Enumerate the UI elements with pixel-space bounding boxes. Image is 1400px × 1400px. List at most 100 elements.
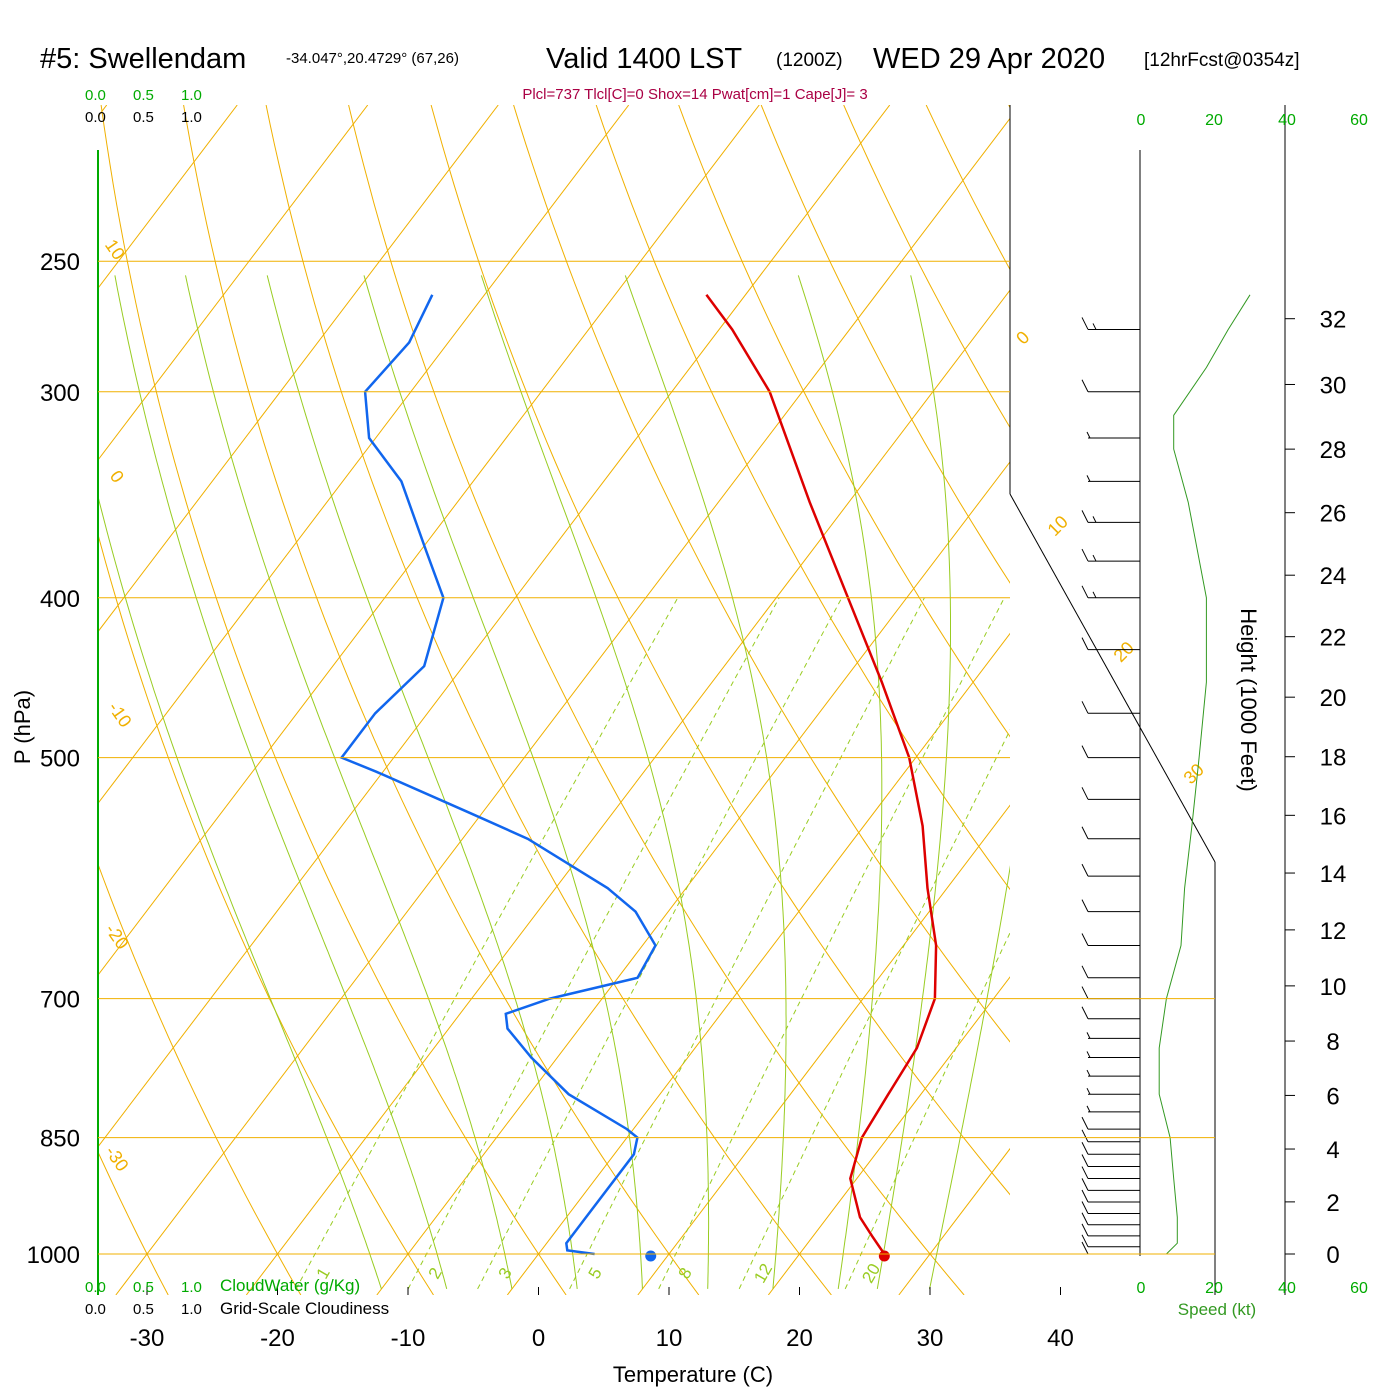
dry-adiabat-line	[513, 105, 1010, 1043]
height-tick-label: 24	[1320, 563, 1347, 590]
wind-barb	[1081, 1241, 1140, 1255]
wind-barb	[1081, 701, 1140, 714]
wind-barb-flag	[1081, 548, 1089, 562]
pressure-tick-label: 850	[40, 1126, 80, 1153]
height-tick-label: 30	[1320, 372, 1347, 399]
wind-barb-flag	[1081, 637, 1089, 650]
valid-time: Valid 1400 LST	[546, 43, 742, 75]
moist-adiabat-line	[114, 275, 448, 1290]
pressure-tick-label: 300	[40, 380, 80, 407]
wind-barb	[1081, 585, 1140, 599]
pressure-tick-label: 500	[40, 746, 80, 773]
wind-barb	[1081, 1166, 1140, 1180]
height-tick-label: 4	[1326, 1137, 1339, 1164]
dry-adiabat-label: 10	[101, 236, 129, 264]
speed-label: Speed (kt)	[1178, 1300, 1256, 1319]
wind-barb-half-flag	[1086, 1069, 1091, 1077]
x-tick-label: 10	[656, 1325, 683, 1352]
wind-barb-flag	[1081, 1189, 1089, 1203]
mixing-ratio-label: 5	[585, 1264, 606, 1282]
isotherm-line	[637, 804, 1010, 1295]
moist-adiabat-line	[266, 275, 578, 1289]
surface-temperature-point	[878, 1250, 890, 1262]
height-tick-label: 20	[1320, 685, 1347, 712]
wind-barb	[1081, 1201, 1140, 1214]
cloud-scale-value: 0.0	[85, 1279, 106, 1296]
wind-barb	[1081, 1234, 1140, 1248]
wind-barb-half-flag	[1086, 475, 1091, 482]
wind-barb-flag	[1081, 510, 1089, 523]
dry-adiabat-line	[100, 105, 567, 1295]
dry-adiabat-line	[98, 532, 434, 1295]
wind-barb	[1081, 379, 1140, 393]
cloud-scale-value: 1.0	[181, 1279, 202, 1296]
wind-barb-flag	[1081, 317, 1089, 330]
dry-adiabat-label: 10	[1044, 512, 1072, 540]
wind-barb-flag	[1081, 1142, 1089, 1155]
wind-barb-flag	[1081, 379, 1089, 392]
cloud-scale-value: 0.0	[85, 109, 106, 126]
isotherm-line	[98, 105, 760, 976]
wind-barb	[1081, 1212, 1140, 1226]
cloud-scale-value: 0.5	[133, 87, 154, 104]
forecast-info: [12hrFcst@0354z]	[1144, 50, 1300, 71]
wind-speed-profile	[1158, 294, 1251, 1255]
mixing-ratio-line	[738, 729, 1010, 1290]
x-tick-label: 0	[532, 1325, 545, 1352]
wind-barb-flag	[1081, 1241, 1089, 1255]
dry-adiabat-line	[678, 105, 1010, 738]
speed-tick-top: 60	[1350, 112, 1368, 129]
stability-indices: Plcl=737 Tlcl[C]=0 Shox=14 Pwat[cm]=1 Ca…	[522, 86, 867, 103]
x-tick-label: 40	[1047, 1325, 1074, 1352]
speed-tick-top: 20	[1205, 112, 1223, 129]
speed-tick-bottom: 0	[1137, 1280, 1146, 1297]
wind-barb	[1081, 1189, 1140, 1203]
pressure-tick-label: 250	[40, 249, 80, 276]
cloud-scale-value: 0.5	[133, 109, 154, 126]
dry-adiabat-label: 0	[106, 467, 128, 487]
mixing-ratio-label: 20	[858, 1260, 884, 1286]
wind-barb	[1086, 431, 1140, 439]
dry-adiabat-line	[1174, 105, 1400, 1295]
moist-adiabat-line	[797, 275, 883, 1289]
wind-barb	[1081, 745, 1140, 759]
dry-adiabat-line	[1339, 105, 1400, 1295]
isotherm-line	[767, 976, 1010, 1295]
wind-barb-flag	[1081, 863, 1089, 877]
isotherm-line	[98, 105, 630, 805]
dry-adiabat-label: -20	[101, 920, 132, 953]
wind-barb	[1081, 1006, 1140, 1020]
isotherm-line	[1160, 105, 1400, 1295]
station-title: #5: Swellendam	[40, 43, 246, 75]
cloud-scale-top-black: 0.0 0.5 1.0	[85, 109, 202, 126]
wind-barb-flag	[1081, 1154, 1089, 1167]
moist-adiabat-line	[480, 275, 710, 1289]
cloud-scale-bottom-black: 0.0 0.5 1.0	[85, 1301, 202, 1318]
cloud-scale-value: 1.0	[181, 87, 202, 104]
height-tick-label: 16	[1320, 803, 1347, 830]
mixing-ratio-label: 3	[495, 1264, 516, 1282]
isotherm-line	[506, 632, 1010, 1295]
wind-barb-flag	[1081, 585, 1089, 599]
cloudiness-label: Grid-Scale Cloudiness	[220, 1299, 389, 1318]
pressure-tick-label: 700	[40, 987, 80, 1014]
y-axis-title: P (hPa)	[10, 690, 35, 764]
cloud-scale-value: 1.0	[181, 1301, 202, 1318]
isotherm-line	[245, 289, 1010, 1295]
mixing-ratio-line	[477, 597, 843, 1290]
height-tick-label: 2	[1326, 1190, 1339, 1217]
dry-adiabat-label: 0	[1012, 327, 1033, 348]
wind-barb	[1086, 1051, 1140, 1058]
mixing-ratio-label: 8	[675, 1264, 696, 1282]
height-tick-label: 18	[1320, 745, 1347, 772]
wind-barb-flag	[1081, 1234, 1089, 1248]
isotherm-line	[98, 105, 891, 1148]
wind-barb-half-flag	[1092, 516, 1097, 523]
moist-adiabat-line	[185, 275, 513, 1289]
wind-barb-flag	[1081, 986, 1089, 999]
dry-adiabat-label: 30	[1180, 760, 1208, 788]
wind-barb-flag	[1081, 1212, 1089, 1225]
wind-barbs	[1081, 317, 1140, 1255]
utc-time: (1200Z)	[776, 50, 843, 71]
height-tick-label: 26	[1320, 501, 1347, 528]
